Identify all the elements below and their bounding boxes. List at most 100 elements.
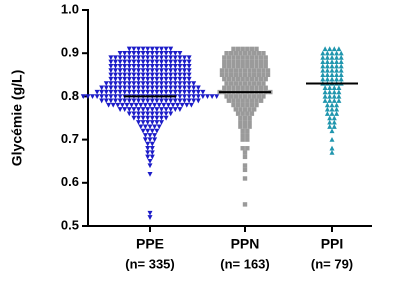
dot xyxy=(249,85,255,90)
dot xyxy=(195,94,201,99)
dot xyxy=(168,72,174,78)
dot xyxy=(238,107,243,112)
dot xyxy=(110,102,116,108)
dot xyxy=(247,68,252,73)
dot xyxy=(247,124,252,129)
dot xyxy=(122,51,128,56)
dot xyxy=(329,128,335,134)
dot xyxy=(126,72,132,78)
dot xyxy=(149,141,155,147)
dot xyxy=(159,111,164,117)
dot xyxy=(200,94,206,99)
dot xyxy=(168,55,174,61)
dot xyxy=(113,72,118,78)
dot xyxy=(154,107,160,112)
dot xyxy=(117,68,123,74)
dot xyxy=(231,59,236,65)
dot xyxy=(163,111,169,117)
dot xyxy=(140,81,146,87)
dot xyxy=(209,94,215,99)
dot xyxy=(126,68,132,74)
dot xyxy=(159,63,164,69)
dot xyxy=(154,46,160,52)
dot xyxy=(245,146,250,151)
dot xyxy=(324,59,330,65)
dot xyxy=(245,111,250,116)
dot xyxy=(226,76,232,82)
dot xyxy=(329,59,335,65)
dot xyxy=(145,98,151,104)
dot xyxy=(336,98,342,103)
dot xyxy=(103,98,109,104)
dot xyxy=(240,76,245,82)
dot xyxy=(235,102,241,108)
dot xyxy=(177,76,183,82)
dot xyxy=(168,98,174,104)
dot xyxy=(140,89,146,95)
dot xyxy=(136,68,141,74)
dot xyxy=(136,55,141,61)
dot xyxy=(238,94,243,99)
dot xyxy=(122,76,128,82)
dot xyxy=(327,115,333,121)
dot xyxy=(159,68,164,74)
dot xyxy=(131,72,137,78)
y-axis-label: Glycémie (g/L) xyxy=(9,70,25,166)
dot xyxy=(331,119,337,125)
dot xyxy=(142,137,148,143)
dot xyxy=(106,102,112,108)
dot xyxy=(142,124,148,130)
dot xyxy=(329,102,335,108)
dot xyxy=(336,46,342,52)
dot xyxy=(145,76,151,82)
dot xyxy=(327,93,333,99)
dot xyxy=(261,81,266,86)
dot xyxy=(222,76,227,82)
dot xyxy=(331,46,337,52)
dot xyxy=(242,107,248,112)
dot xyxy=(113,59,118,65)
dot xyxy=(334,63,340,69)
dot xyxy=(245,137,250,142)
dot xyxy=(224,68,229,73)
dot xyxy=(329,137,335,142)
dot xyxy=(256,72,261,77)
dot xyxy=(136,85,141,91)
dot xyxy=(159,107,164,112)
dot xyxy=(163,98,169,104)
dot xyxy=(261,51,266,56)
dot xyxy=(147,137,153,143)
dot xyxy=(99,94,105,99)
dot xyxy=(159,120,164,125)
dot xyxy=(108,76,114,82)
dot xyxy=(256,94,261,99)
dot xyxy=(233,72,238,77)
dot xyxy=(229,51,234,56)
dot xyxy=(324,50,330,56)
dot xyxy=(149,72,155,78)
n-label: (n= 335) xyxy=(125,256,175,271)
dot xyxy=(142,102,148,108)
dot xyxy=(254,102,259,108)
dot xyxy=(247,107,252,112)
dot xyxy=(122,59,128,65)
dot xyxy=(108,89,114,95)
y-tick-label: 0.5 xyxy=(61,217,79,232)
dot xyxy=(249,55,255,60)
dot xyxy=(245,128,250,134)
dot xyxy=(154,55,160,61)
dot xyxy=(334,111,340,116)
dot xyxy=(159,115,164,121)
dot xyxy=(242,68,248,73)
dot xyxy=(182,59,187,65)
y-tick-label: 0.9 xyxy=(61,45,79,60)
dot xyxy=(182,72,187,78)
dot xyxy=(182,98,187,104)
x-tick-label: PPN xyxy=(231,236,260,252)
dot xyxy=(147,159,153,164)
dot xyxy=(159,98,164,104)
dot xyxy=(233,107,238,112)
dot xyxy=(231,46,236,52)
dot xyxy=(245,59,250,65)
dot xyxy=(131,85,137,91)
